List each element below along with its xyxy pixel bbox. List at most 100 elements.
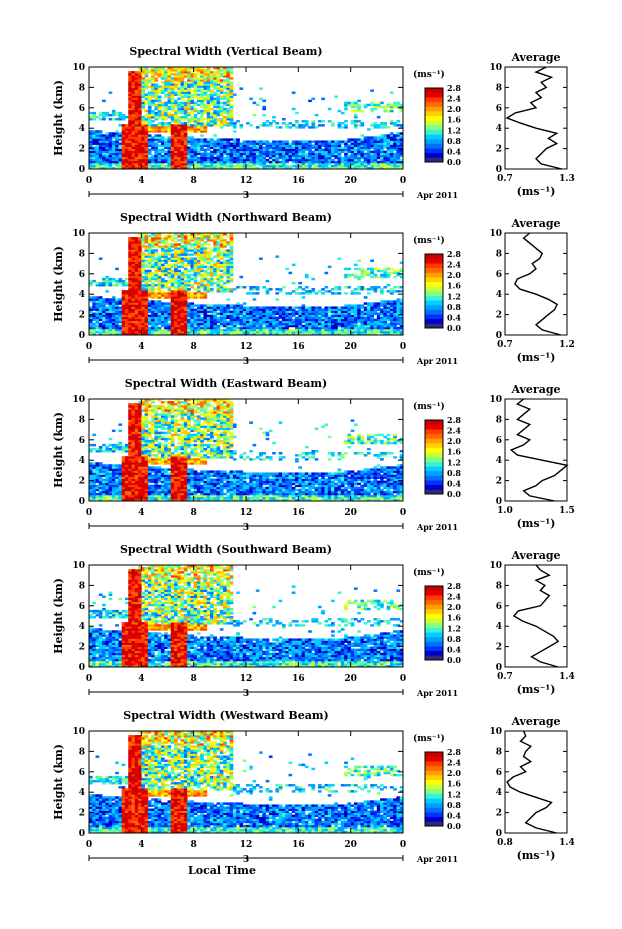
heatmap-cell — [399, 158, 404, 162]
heatmap-cell — [177, 320, 181, 324]
heatmap-cell — [167, 81, 172, 84]
heatmap-cell — [131, 251, 136, 254]
heatmap-cell — [196, 332, 201, 336]
heatmap-cell — [151, 158, 155, 162]
heatmap-cell — [105, 144, 110, 147]
heatmap-cell — [111, 306, 116, 309]
heatmap-cell — [203, 122, 208, 125]
heatmap-cell — [219, 79, 224, 82]
heatmap-cell — [363, 152, 368, 156]
heatmap-cell — [183, 158, 188, 162]
heatmap-cell — [141, 255, 145, 258]
heatmap-cell — [200, 312, 204, 315]
heatmap-cell — [170, 97, 175, 101]
heatmap-cell — [393, 152, 397, 156]
colorbar-segment — [425, 129, 443, 135]
heatmap-cell — [226, 249, 231, 252]
heatmap-cell — [203, 77, 208, 80]
heatmap-cell — [363, 162, 368, 166]
heatmap-cell — [147, 328, 152, 332]
heatmap-cell — [353, 310, 358, 313]
heatmap-cell — [340, 158, 345, 162]
heatmap-cell — [203, 253, 208, 256]
heatmap-cell — [232, 142, 237, 145]
heatmap-cell — [200, 77, 204, 80]
heatmap-cell — [170, 326, 175, 330]
heatmap-cell — [190, 320, 195, 324]
heatmap-cell — [216, 275, 221, 279]
heatmap-cell — [200, 109, 204, 113]
heatmap-cell — [190, 107, 195, 111]
heatmap-cell — [174, 73, 178, 76]
heatmap-cell — [151, 318, 155, 322]
colorbar-unit: (ms⁻¹) — [413, 69, 445, 80]
heatmap-cell — [134, 134, 139, 137]
heatmap-cell — [118, 164, 123, 168]
heatmap-cell — [311, 166, 316, 170]
heatmap-cell — [334, 314, 338, 318]
heatmap-cell — [288, 316, 293, 320]
heatmap-cell — [147, 302, 152, 305]
heatmap-cell — [164, 124, 168, 127]
heatmap-cell — [357, 318, 361, 322]
heatmap-cell — [102, 310, 106, 313]
heatmap-cell — [357, 308, 361, 311]
heatmap-cell — [141, 290, 145, 293]
heatmap-cell — [380, 150, 384, 154]
heatmap-cell — [157, 105, 162, 109]
heatmap-cell — [115, 160, 119, 164]
heatmap-cell — [115, 314, 119, 318]
heatmap-cell — [213, 243, 217, 246]
heatmap-cell — [187, 156, 191, 160]
heatmap-cell — [340, 310, 345, 313]
heatmap-cell — [193, 126, 198, 129]
heatmap-cell — [111, 284, 116, 287]
heatmap-cell — [216, 73, 221, 76]
heatmap-cell — [298, 320, 302, 324]
heatmap-cell — [249, 150, 253, 154]
heatmap-cell — [314, 310, 319, 313]
heatmap-cell — [121, 152, 126, 156]
heatmap-cell — [157, 308, 162, 311]
heatmap-cell — [242, 324, 247, 328]
heatmap-cell — [252, 320, 257, 324]
heatmap-cell — [370, 124, 374, 127]
heatmap-cell — [291, 324, 296, 328]
heatmap-cell — [183, 302, 188, 305]
heatmap-cell — [92, 332, 96, 336]
heatmap-cell — [376, 152, 381, 156]
heatmap-cell — [249, 310, 253, 313]
heatmap-cell — [141, 304, 145, 307]
heatmap-cell — [121, 316, 126, 320]
heatmap-cell — [154, 275, 159, 279]
heatmap-cell — [134, 318, 139, 322]
heatmap-cell — [311, 120, 316, 123]
heatmap-cell — [360, 312, 365, 315]
heatmap-cell — [304, 120, 309, 123]
heatmap-cell — [138, 156, 142, 160]
heatmap-cell — [187, 77, 191, 80]
heatmap-cell — [281, 320, 286, 324]
heatmap-cell — [360, 162, 365, 166]
heatmap-cell — [232, 140, 237, 143]
heatmap-cell — [324, 312, 329, 315]
heatmap-cell — [183, 286, 188, 289]
heatmap-cell — [344, 166, 348, 170]
heatmap-cell — [196, 271, 201, 275]
heatmap-cell — [340, 332, 345, 336]
heatmap-cell — [111, 140, 116, 143]
heatmap-cell — [111, 156, 116, 160]
heatmap-cell — [89, 136, 93, 139]
heatmap-cell — [154, 115, 159, 119]
heatmap-cell — [95, 162, 100, 166]
heatmap-cell — [226, 77, 231, 80]
heatmap-cell — [193, 265, 198, 269]
heatmap-cell — [288, 332, 293, 336]
heatmap-cell — [350, 122, 355, 125]
heatmap-cell — [399, 140, 404, 143]
heatmap-cell — [138, 253, 142, 256]
heatmap-cell — [350, 320, 355, 324]
heatmap-cell — [141, 298, 145, 301]
heatmap-cell — [344, 107, 348, 111]
heatmap-cell — [281, 332, 286, 336]
